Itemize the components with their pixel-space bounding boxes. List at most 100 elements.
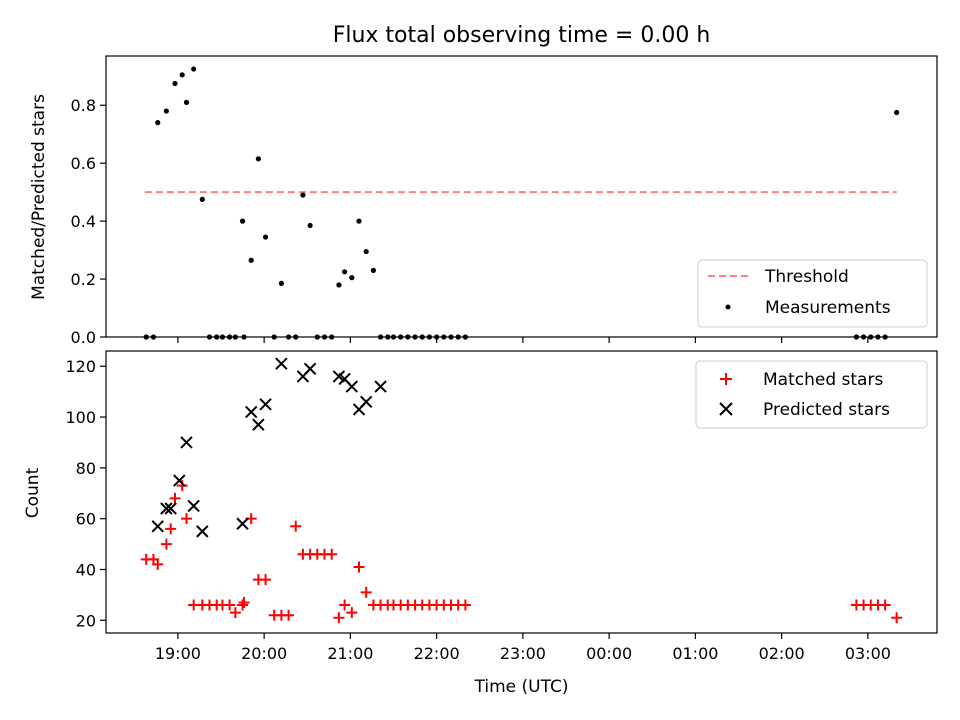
bottom-panel-ylabel: Count (23, 467, 43, 518)
y-tick-label: 40 (76, 560, 96, 579)
predicted-star-marker (187, 499, 200, 513)
matched-star-marker (360, 586, 372, 598)
measurement-point (199, 196, 205, 202)
predicted-star-marker (196, 525, 209, 538)
predicted-star-marker (173, 474, 186, 487)
measurement-points (143, 66, 900, 340)
y-tick-label: 0.0 (71, 328, 96, 347)
top-panel: Flux total observing time = 0.00 h Match… (29, 23, 938, 347)
x-tick-label: 19:00 (155, 644, 201, 663)
top-panel-frame (105, 55, 938, 338)
top-panel-ylabel: Matched/Predicted stars (29, 94, 49, 300)
matched-star-marker (346, 607, 358, 619)
measurement-point (363, 248, 369, 255)
predicted-star-marker (275, 357, 288, 370)
y-tick-label: 0.4 (71, 212, 96, 231)
x-tick-label: 20:00 (241, 644, 287, 663)
measurement-point (370, 267, 376, 273)
predicted-star-marker (345, 380, 359, 393)
x-tick-label: 22:00 (414, 644, 460, 663)
measurement-point (239, 218, 246, 224)
predicted-star-marker (244, 405, 258, 419)
measurement-point (163, 108, 169, 114)
legend-measurements-swatch (725, 304, 731, 310)
matched-star-marker (181, 513, 192, 525)
measurement-point (307, 222, 313, 229)
measurement-point (255, 156, 261, 162)
predicted-star-marker (303, 362, 317, 375)
y-tick-label: 0.6 (71, 154, 96, 173)
measurement-point (300, 192, 306, 198)
y-tick-label: 100 (65, 408, 96, 427)
bottom-panel-y-ticks: 20 40 60 80 100 120 (65, 357, 106, 630)
matched-star-marker (283, 609, 295, 621)
x-tick-label: 21:00 (327, 644, 373, 663)
predicted-star-marker (160, 502, 173, 515)
bottom-legend-box (695, 360, 928, 429)
x-tick-label: 01:00 (672, 644, 718, 663)
predicted-star-markers (151, 357, 387, 538)
measurement-point (172, 80, 178, 87)
matched-star-marker (326, 548, 338, 560)
matched-star-markers (140, 480, 903, 624)
measurement-point (183, 99, 190, 105)
bottom-legend: Matched stars Predicted stars (695, 360, 928, 429)
measurement-point (278, 280, 284, 287)
matched-star-marker (152, 558, 164, 570)
measurement-point (155, 120, 161, 126)
legend-predicted-label: Predicted stars (763, 400, 890, 420)
predicted-star-marker (374, 380, 387, 393)
top-legend: Threshold Measurements (697, 259, 928, 328)
measurement-point (248, 257, 254, 263)
measurement-point (262, 234, 269, 240)
measurement-point (356, 218, 362, 224)
measurement-point (349, 275, 355, 281)
top-panel-x-ticks (177, 337, 869, 343)
legend-threshold-label: Threshold (764, 267, 849, 287)
measurement-point (342, 269, 348, 275)
top-panel-title: Flux total observing time = 0.00 h (333, 23, 711, 48)
legend-measurements-label: Measurements (765, 298, 891, 318)
bottom-panel-x-ticks: 19:00 20:00 21:00 22:00 23:00 00:00 01:00 02:00… (155, 633, 891, 663)
predicted-star-marker (164, 502, 177, 515)
measurement-point (894, 109, 900, 116)
y-tick-label: 0.2 (71, 270, 96, 289)
matched-star-marker (169, 492, 181, 504)
matched-star-marker (333, 612, 345, 624)
x-tick-label: 00:00 (586, 644, 632, 663)
legend-matched-swatch (720, 373, 732, 385)
x-tick-label: 23:00 (500, 644, 546, 663)
matched-star-marker (290, 520, 302, 532)
measurement-point (191, 66, 197, 72)
legend-matched-label: Matched stars (763, 370, 883, 390)
matched-star-marker (238, 597, 250, 609)
matched-star-marker (260, 574, 272, 586)
matched-star-marker (891, 612, 903, 624)
bottom-panel-xlabel: Time (UTC) (474, 677, 569, 697)
matched-star-marker (237, 599, 249, 611)
matched-star-marker (165, 523, 177, 535)
y-tick-label: 120 (65, 357, 96, 376)
bottom-panel-frame (105, 350, 938, 634)
matched-star-marker (229, 607, 241, 619)
measurement-point (336, 282, 342, 288)
y-tick-label: 0.8 (71, 96, 96, 115)
matched-star-marker (459, 599, 471, 611)
x-tick-label: 03:00 (845, 644, 891, 663)
top-legend-box (697, 259, 928, 328)
y-tick-label: 60 (76, 510, 96, 529)
predicted-star-marker (180, 436, 193, 449)
matched-star-marker (339, 599, 351, 611)
legend-predicted-swatch (719, 402, 733, 416)
measurement-point (179, 72, 185, 78)
matched-star-marker (879, 599, 891, 611)
matched-star-marker (224, 599, 236, 611)
predicted-star-marker (359, 395, 373, 409)
predicted-star-marker (252, 418, 265, 431)
bottom-panel: Count Time (UTC) 20 40 60 80 100 120 19:00 20:… (23, 350, 938, 697)
matched-star-marker (160, 538, 172, 550)
x-tick-label: 02:00 (759, 644, 805, 663)
y-tick-label: 20 (76, 611, 96, 630)
